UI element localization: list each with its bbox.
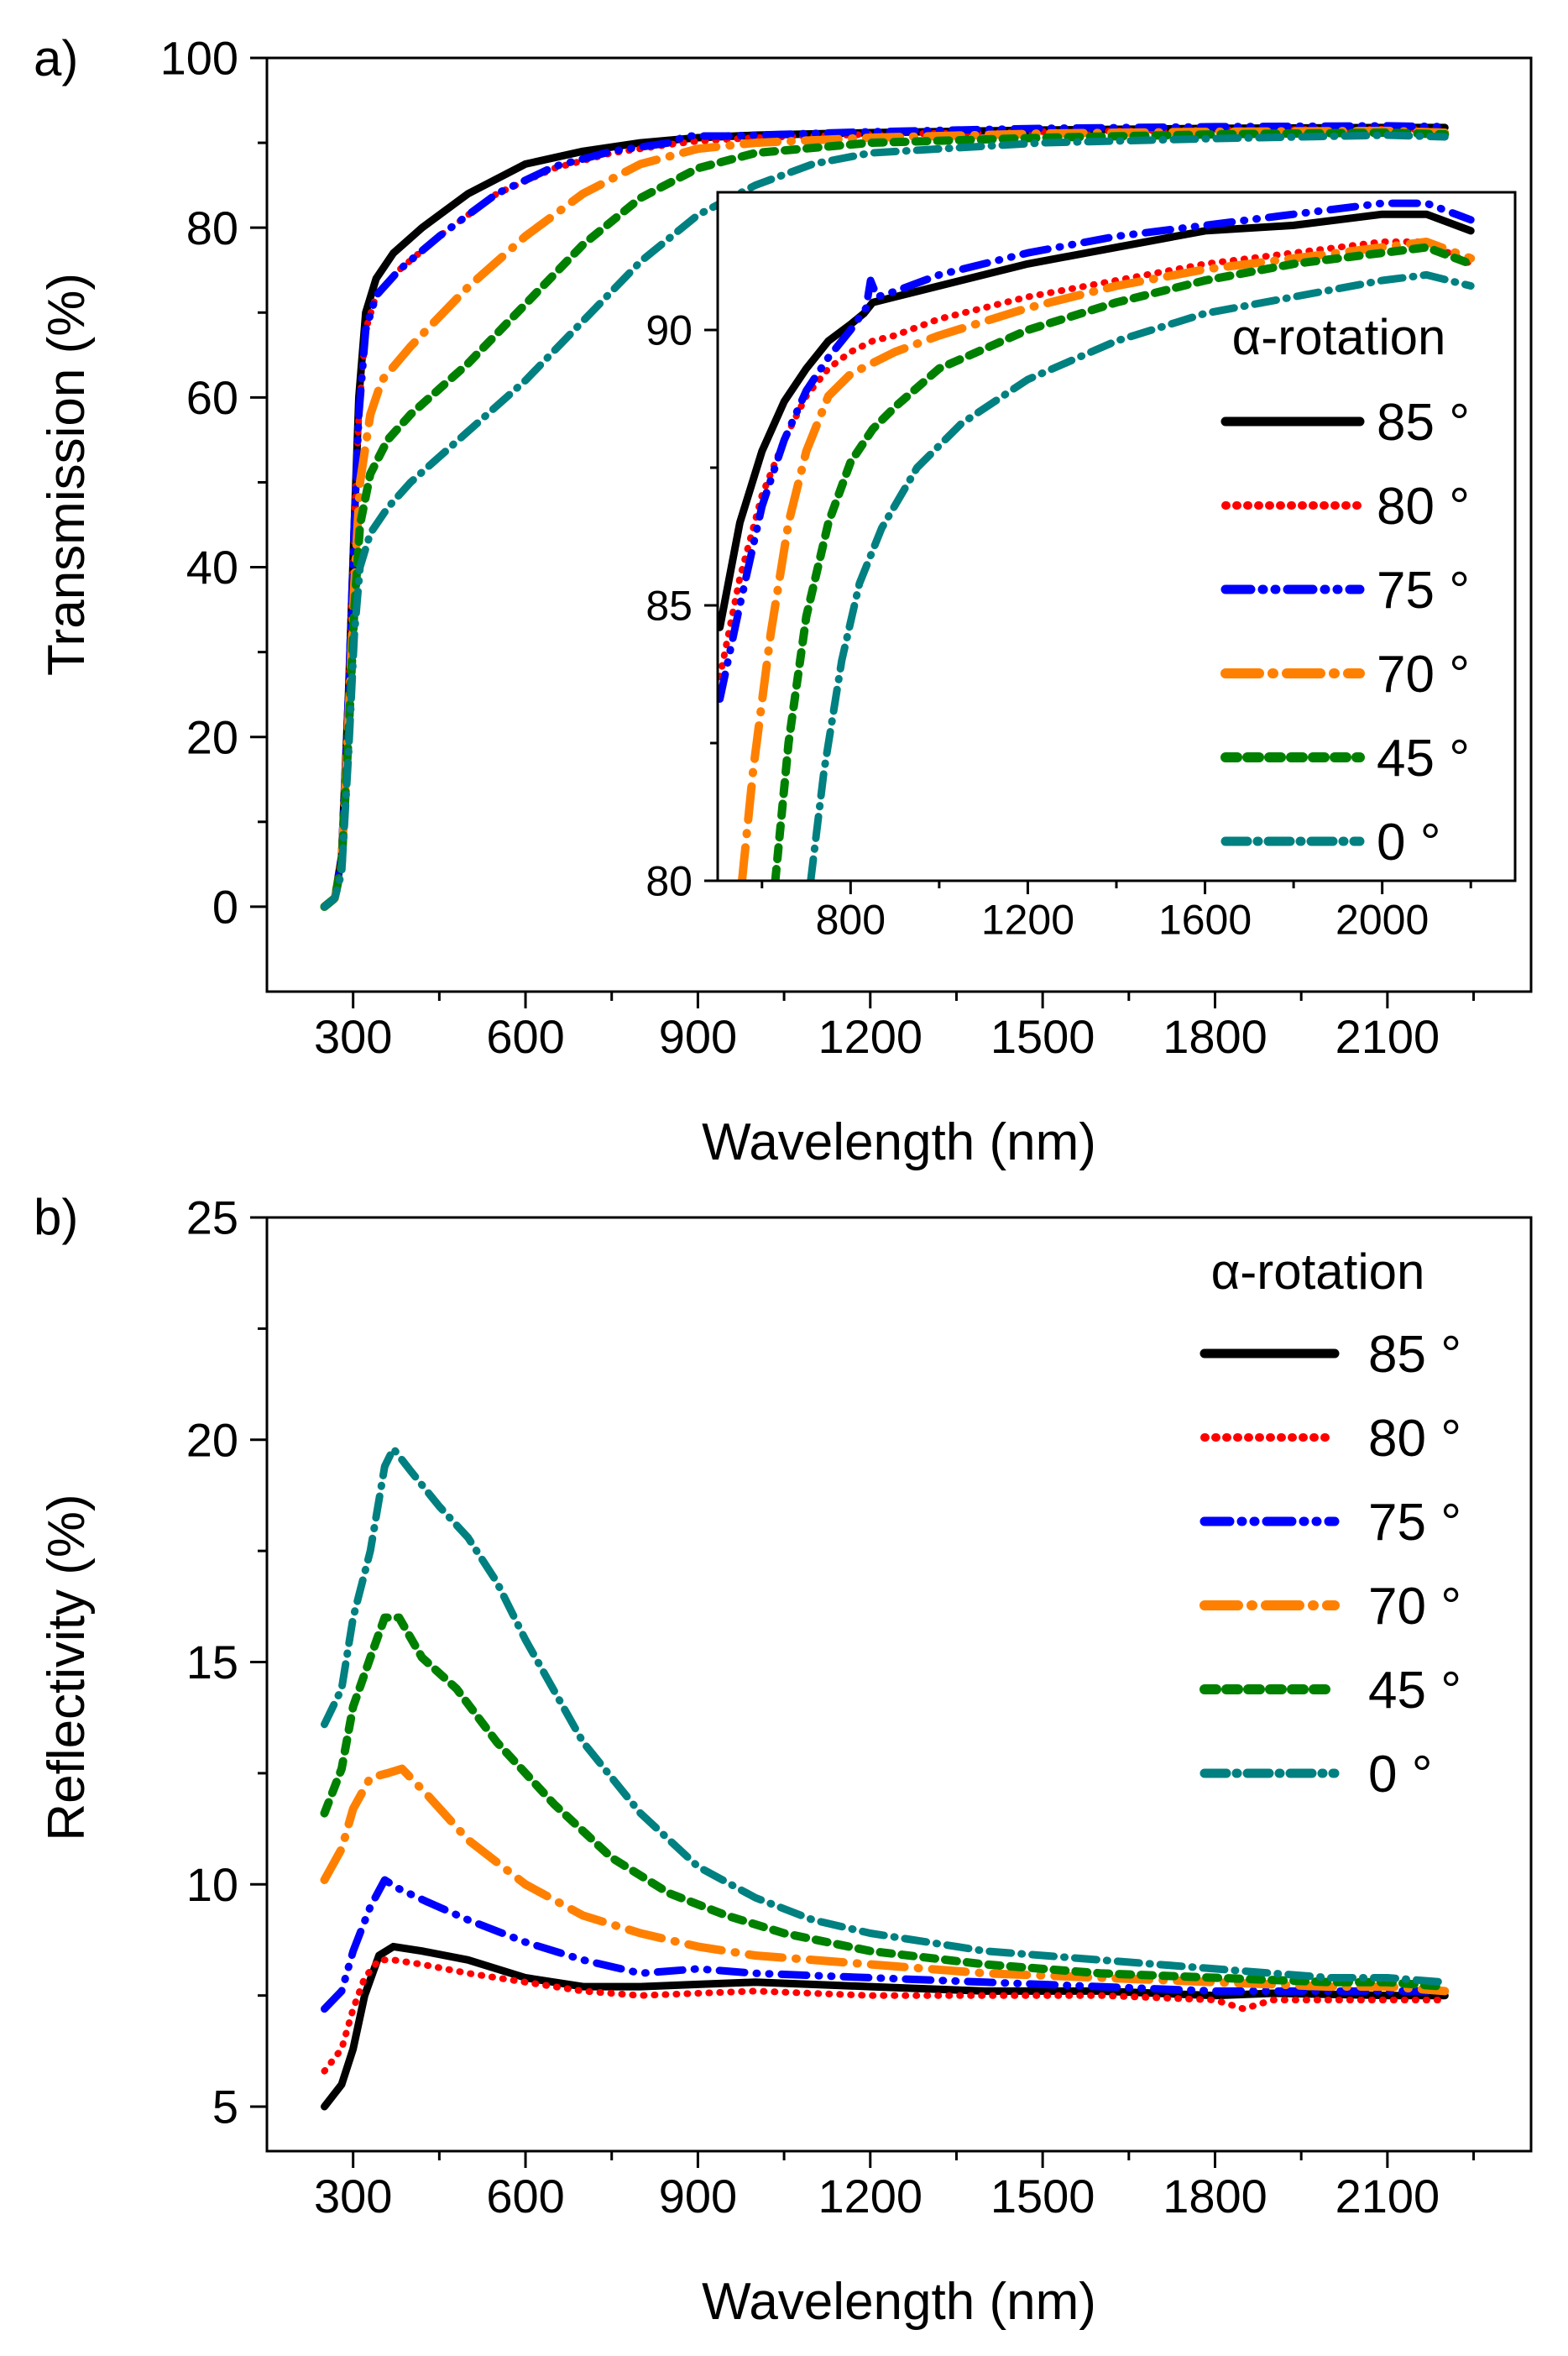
b-main-ylabel: Reflectivity (%) — [38, 1494, 96, 1840]
a-main-series-45deg — [320, 128, 1450, 911]
a-legend-label-45deg: 45 ° — [1377, 730, 1470, 788]
b-main-series-70deg — [320, 1764, 1450, 1996]
b-main-xtick-label: 900 — [659, 2170, 737, 2222]
panel-b-reflectivity: b) 300 600 900 1200 1500 1800 2100 5 10 15 20 25 Wav… — [34, 1189, 1533, 2331]
panel-b-series — [320, 1444, 1450, 2111]
a-main-ytick-label: 0 — [212, 881, 238, 934]
b-main-series-85deg — [321, 1942, 1449, 2111]
a-main-ylabel: Transmission (%) — [38, 273, 96, 676]
a-inset-series-85deg — [718, 210, 1475, 631]
b-legend-label-80deg: 80 ° — [1368, 1410, 1461, 1468]
panel-b-legend: α-rotation 85 ° 80 ° 75 ° 70 ° 45 ° 0 ° — [1200, 1243, 1461, 1804]
panel-a-inset: 800 1200 1600 2000 80 85 90 α-rotation 85 ° 80 °… — [645, 191, 1517, 944]
a-inset-series-45deg — [771, 243, 1476, 881]
a-main-ytick-label: 80 — [186, 202, 238, 254]
b-main-xtick-label: 1800 — [1163, 2170, 1267, 2222]
a-main-series-0deg — [321, 131, 1449, 911]
a-main-ytick-label: 60 — [186, 371, 238, 424]
panel-b-label: b) — [34, 1189, 78, 1245]
a-main-ytick-label: 40 — [186, 541, 238, 594]
a-inset-series-70deg — [738, 238, 1476, 881]
panel-a-legend: α-rotation 85 ° 80 ° 75 ° 70 ° 45 ° 0 ° — [1220, 309, 1470, 872]
b-main-ytick-label: 15 — [186, 1636, 238, 1688]
a-main-xtick-label: 1500 — [990, 1010, 1095, 1063]
a-legend-label-70deg: 70 ° — [1377, 646, 1470, 704]
b-legend-title: α-rotation — [1211, 1243, 1425, 1300]
a-main-xtick-label: 900 — [659, 1010, 737, 1063]
a-legend-label-85deg: 85 ° — [1377, 394, 1470, 452]
a-inset-xtick-label: 1200 — [981, 897, 1074, 944]
a-inset-xtick-label: 800 — [816, 897, 886, 944]
a-main-xlabel: Wavelength (nm) — [702, 1113, 1096, 1171]
b-main-series-80deg — [321, 1956, 1449, 2075]
inset-background — [718, 192, 1515, 881]
b-main-series-45deg — [320, 1613, 1450, 1992]
b-main-xlabel: Wavelength (nm) — [702, 2273, 1096, 2331]
panel-a-axes: 300 600 900 1200 1500 1800 2100 0 20 40 60 80 100 Wav… — [38, 32, 1533, 1171]
a-legend-title: α-rotation — [1232, 309, 1446, 365]
a-inset-xtick-label: 1600 — [1158, 897, 1252, 944]
panel-b-axes: 300 600 900 1200 1500 1800 2100 5 10 15 20 25 Wavele… — [38, 1191, 1533, 2331]
b-main-series-75deg — [321, 1876, 1449, 2013]
a-main-xtick-label: 2100 — [1335, 1010, 1440, 1063]
b-main-xtick-label: 1200 — [818, 2170, 923, 2222]
a-main-ytick-label: 100 — [160, 32, 238, 85]
b-main-xtick-label: 1500 — [990, 2170, 1095, 2222]
a-inset-ytick-label: 90 — [645, 307, 693, 354]
b-main-ytick-label: 20 — [186, 1413, 238, 1466]
panel-a-series — [320, 122, 1450, 911]
a-inset-xtick-label: 2000 — [1335, 897, 1429, 944]
b-legend-label-85deg: 85 ° — [1368, 1326, 1461, 1384]
b-main-ytick-label: 5 — [212, 2081, 238, 2133]
b-legend-label-0deg: 0 ° — [1368, 1746, 1433, 1804]
a-legend-label-80deg: 80 ° — [1377, 478, 1470, 536]
a-main-frame — [265, 56, 1533, 993]
a-inset-series-0deg — [807, 270, 1475, 881]
a-main-xtick-label: 600 — [486, 1010, 564, 1063]
a-main-xtick-label: 300 — [314, 1010, 392, 1063]
a-legend-label-75deg: 75 ° — [1377, 562, 1470, 620]
b-main-ytick-label: 10 — [186, 1858, 238, 1911]
a-main-xtick-label: 1200 — [818, 1010, 923, 1063]
b-legend-label-70deg: 70 ° — [1368, 1578, 1461, 1636]
a-main-ytick-label: 20 — [186, 710, 238, 763]
a-main-xtick-label: 1800 — [1163, 1010, 1267, 1063]
b-main-xtick-label: 2100 — [1335, 2170, 1440, 2222]
b-main-xtick-label: 300 — [314, 2170, 392, 2222]
b-main-series-0deg — [321, 1444, 1449, 1987]
a-inset-ytick-label: 85 — [645, 583, 693, 630]
inset-axes: 800 1200 1600 2000 80 85 90 — [645, 191, 1517, 944]
a-inset-series-75deg — [718, 199, 1475, 703]
b-legend-label-45deg: 45 ° — [1368, 1662, 1461, 1720]
b-main-frame — [265, 1216, 1533, 2153]
b-main-xtick-label: 600 — [486, 2170, 564, 2222]
inset-series — [718, 199, 1476, 881]
panel-a-transmission: a) 300 600 900 1200 1500 1800 2100 0 20 40 60 80 100… — [34, 30, 1533, 1171]
b-main-ytick-label: 25 — [186, 1191, 238, 1244]
b-legend-label-75deg: 75 ° — [1368, 1494, 1461, 1552]
a-inset-ytick-label: 80 — [645, 858, 693, 905]
panel-a-label: a) — [34, 30, 78, 86]
a-legend-label-0deg: 0 ° — [1377, 814, 1441, 872]
